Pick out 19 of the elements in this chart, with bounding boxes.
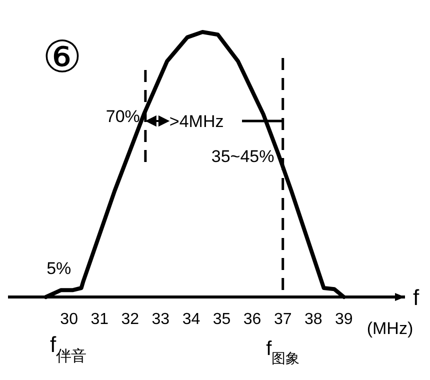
x-tick: 31 <box>90 311 109 328</box>
annotation: f$_{伴音}$ <box>50 332 86 364</box>
x-tick: 32 <box>121 311 140 328</box>
x-tick: 30 <box>60 311 78 328</box>
x-label: (MHz) <box>366 319 414 338</box>
annotation: 70% <box>106 107 140 126</box>
annotation: >4MHz <box>169 112 224 131</box>
x-tick: 39 <box>335 311 353 328</box>
x-tick: 37 <box>274 311 292 328</box>
ref-label: f$_{图象}$ <box>266 338 300 366</box>
x-tick: 34 <box>182 311 200 328</box>
annotation: 35~45% <box>211 146 274 166</box>
title: ⑥ <box>42 33 82 82</box>
x-tick: 35 <box>212 311 231 328</box>
x-tick: 36 <box>243 311 262 328</box>
x-tick: 33 <box>152 311 170 328</box>
x-tick: 38 <box>304 311 322 328</box>
annotation: 5% <box>46 259 72 278</box>
annotation: f <box>413 285 420 310</box>
